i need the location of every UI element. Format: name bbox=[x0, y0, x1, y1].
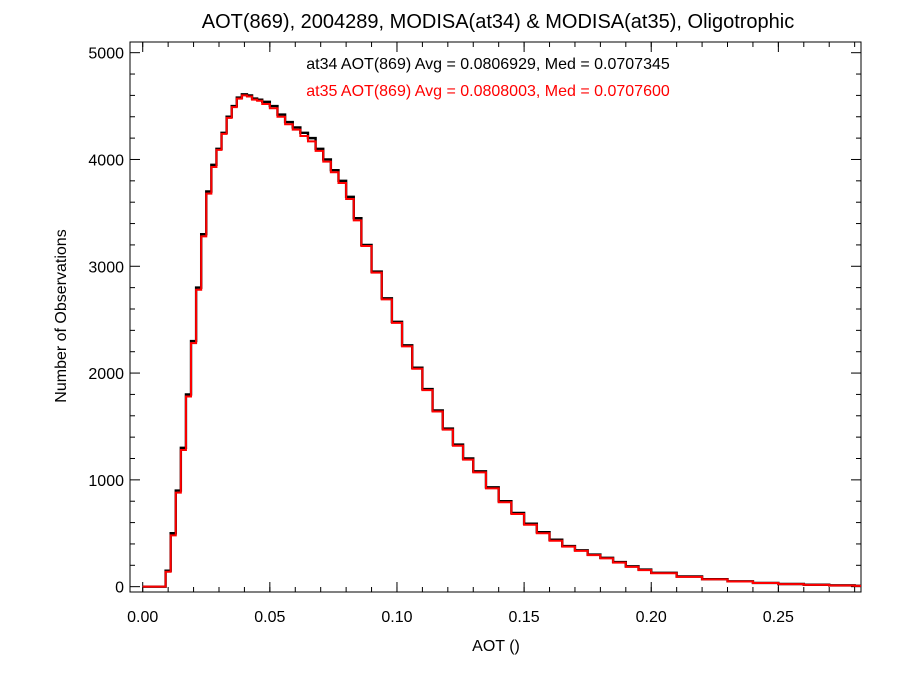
y-tick-label: 1000 bbox=[88, 473, 124, 490]
x-axis: 0.00 0.05 0.10 0.15 0.20 0.25 bbox=[127, 42, 856, 626]
annotation-at35: at35 AOT(869) Avg = 0.0808003, Med = 0.0… bbox=[306, 83, 670, 100]
plot-frame bbox=[129, 41, 862, 593]
y-tick-label: 5000 bbox=[88, 46, 124, 63]
chart-title: AOT(869), 2004289, MODISA(at34) & MODISA… bbox=[202, 11, 794, 33]
x-tick-label: 0.05 bbox=[254, 609, 285, 626]
x-tick-label: 0.10 bbox=[381, 609, 412, 626]
x-tick-label: 0.25 bbox=[763, 609, 794, 626]
x-tick-label: 0.20 bbox=[636, 609, 667, 626]
series-layer bbox=[142, 93, 861, 588]
annotation-at34: at34 AOT(869) Avg = 0.0806929, Med = 0.0… bbox=[306, 56, 670, 73]
y-tick-label: 2000 bbox=[88, 366, 124, 383]
y-tick-label: 4000 bbox=[88, 152, 124, 169]
histogram-series-1 bbox=[142, 94, 861, 588]
histogram-series-0 bbox=[142, 93, 861, 588]
x-axis-title: AOT () bbox=[472, 638, 520, 655]
y-axis-title: Number of Observations bbox=[53, 229, 70, 402]
x-tick-label: 0.00 bbox=[127, 609, 158, 626]
y-tick-label: 3000 bbox=[88, 259, 124, 276]
y-tick-label: 0 bbox=[115, 580, 124, 597]
y-axis: 0 1000 2000 3000 4000 5000 bbox=[88, 46, 861, 597]
x-tick-label: 0.15 bbox=[509, 609, 540, 626]
